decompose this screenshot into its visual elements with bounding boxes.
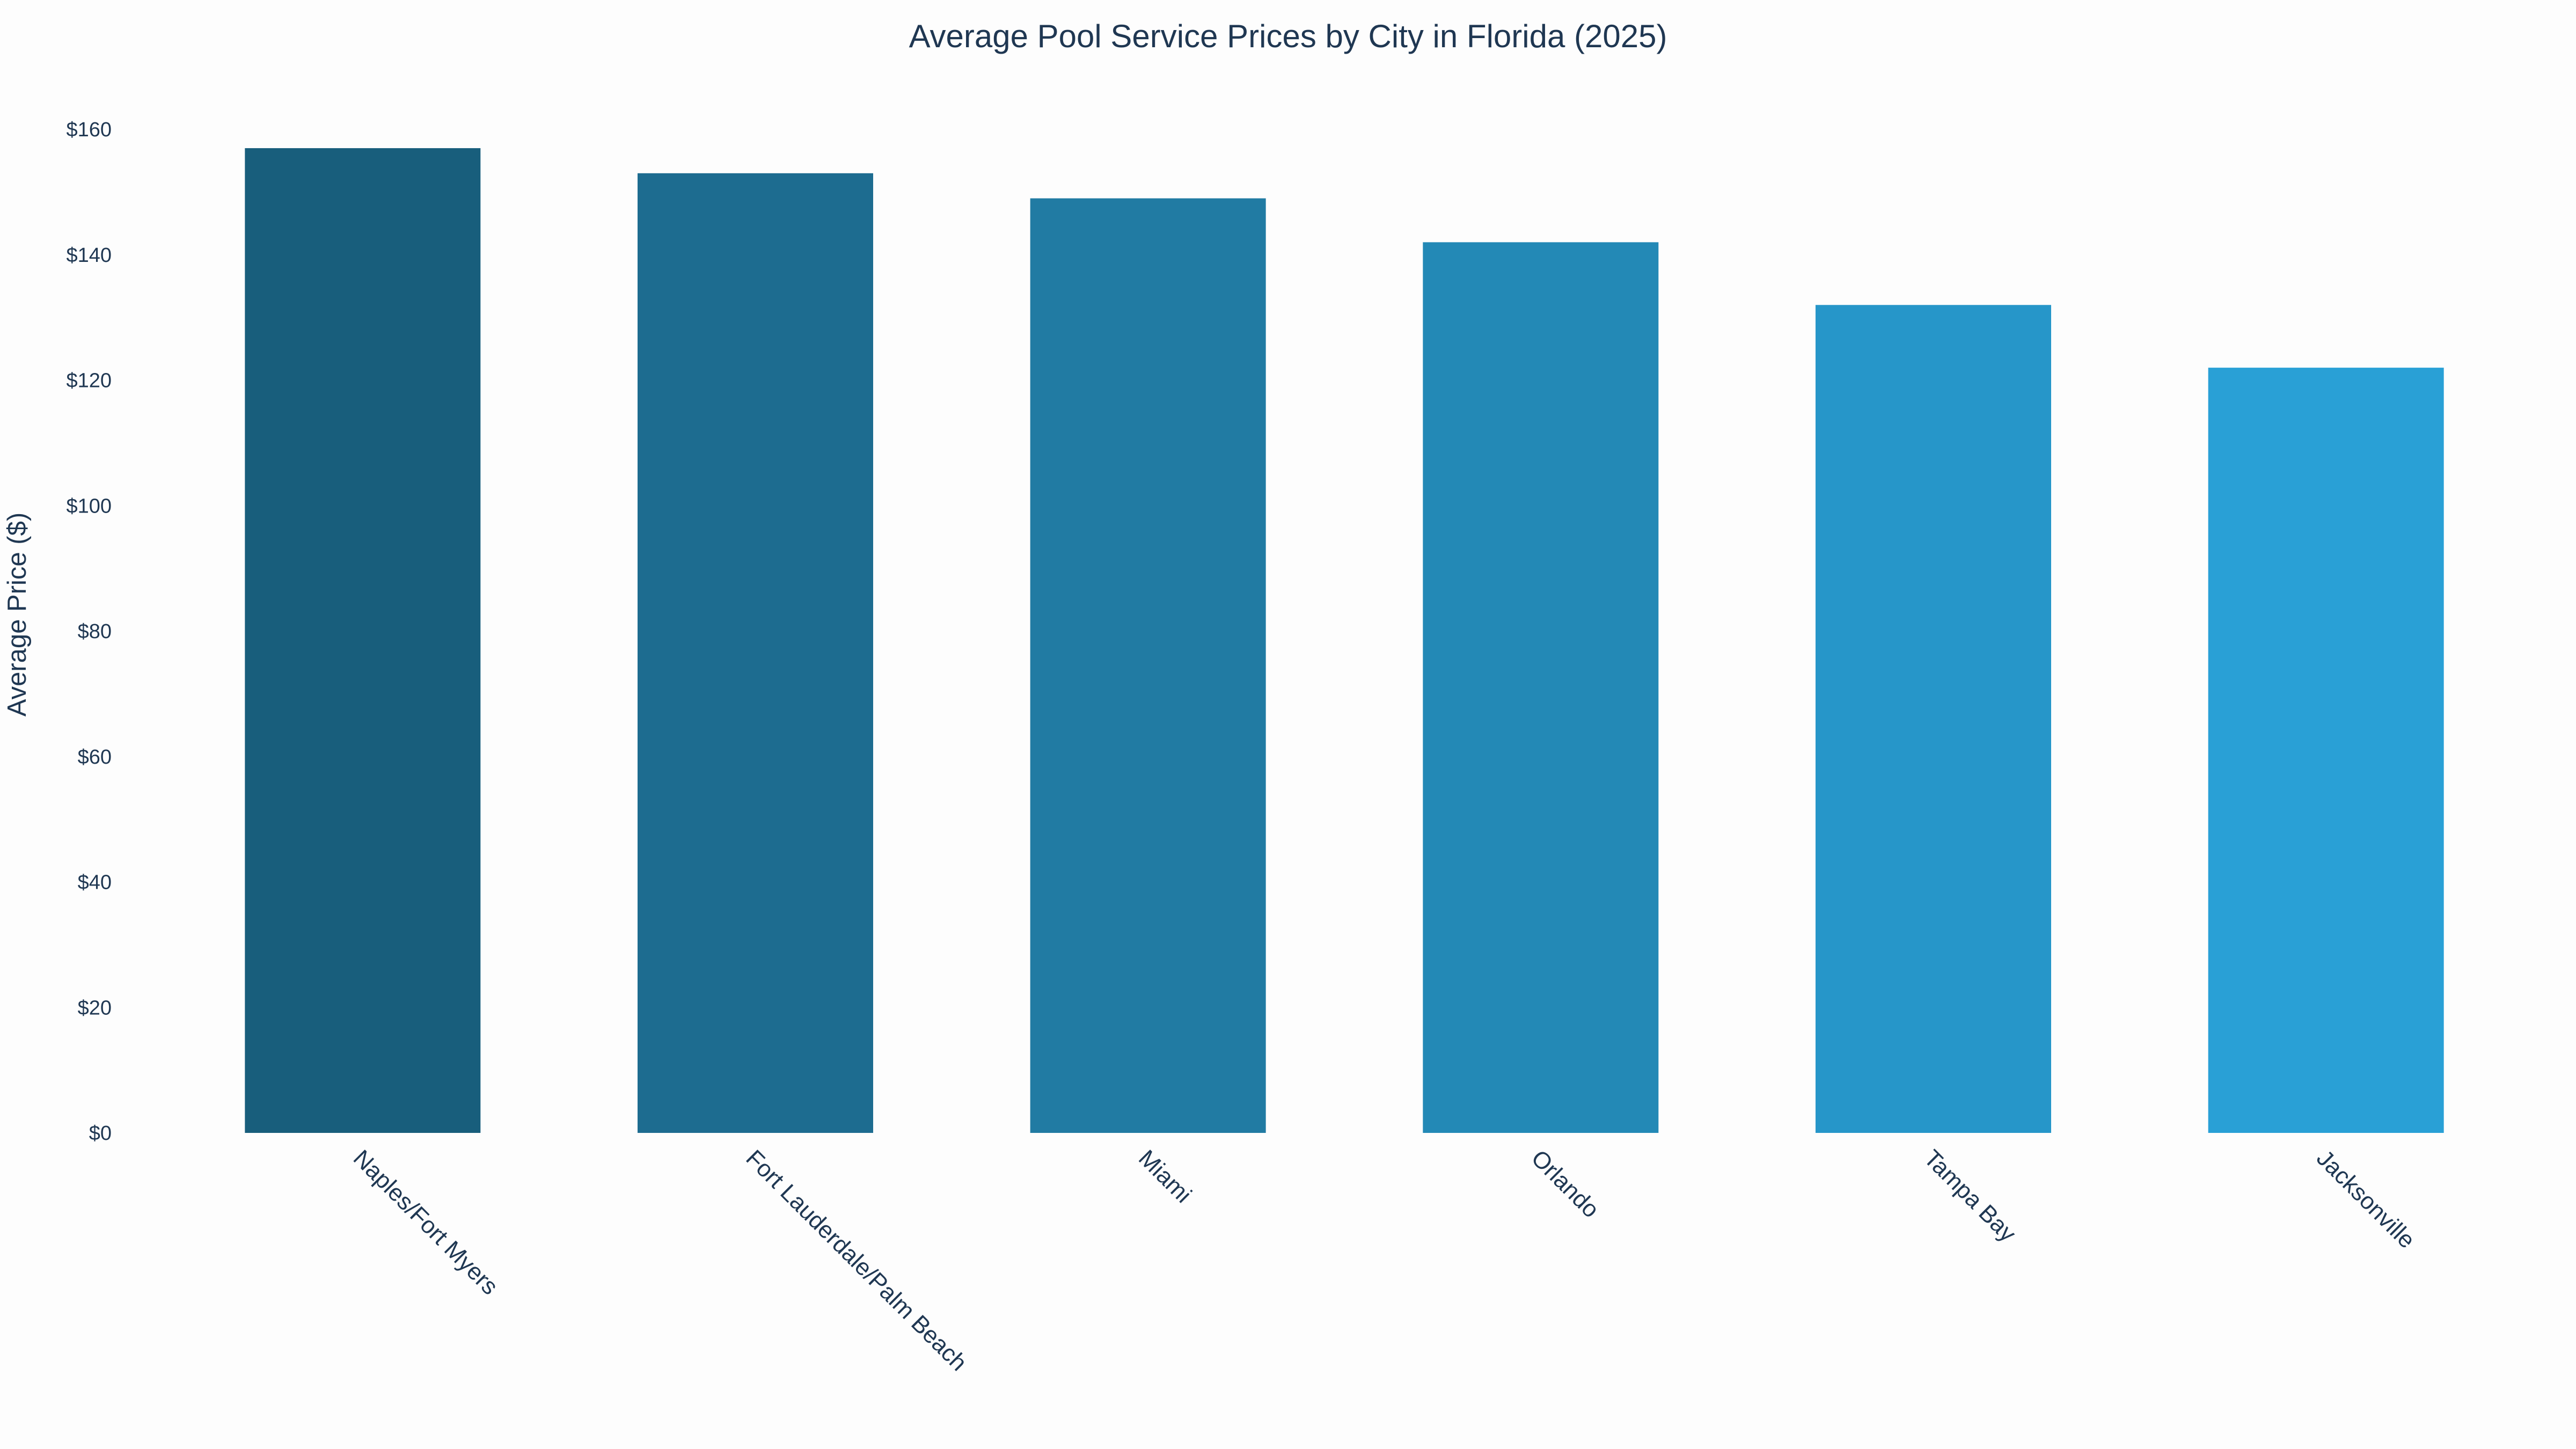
- x-tick-label: Fort Lauderdale/Palm Beach: [741, 1145, 972, 1376]
- bar-2: [1030, 198, 1266, 1133]
- x-tick-label: Tampa Bay: [1919, 1145, 2021, 1247]
- y-tick-label: $160: [66, 119, 112, 141]
- y-axis-label: Average Price ($): [3, 513, 32, 716]
- x-tick-label: Naples/Fort Myers: [348, 1145, 503, 1300]
- x-tick-label: Miami: [1133, 1145, 1197, 1208]
- bar-5: [2208, 368, 2444, 1133]
- y-tick-label: $60: [78, 746, 112, 769]
- y-axis-ticks: $0 $20 $40 $60 $80 $100 $120 $140 $160: [66, 119, 112, 1145]
- y-tick-label: $20: [78, 997, 112, 1019]
- bar-4: [1816, 305, 2051, 1133]
- x-tick-label: Orlando: [1526, 1145, 1604, 1223]
- bars-group: [245, 148, 2444, 1133]
- bar-1: [638, 173, 873, 1133]
- y-tick-label: $140: [66, 244, 112, 267]
- y-tick-label: $120: [66, 370, 112, 392]
- y-tick-label: $80: [78, 620, 112, 643]
- bar-0: [245, 148, 481, 1133]
- bar-3: [1423, 242, 1659, 1133]
- y-tick-label: $0: [89, 1122, 112, 1145]
- x-tick-label: Jacksonville: [2311, 1145, 2420, 1253]
- x-axis-ticks: Naples/Fort Myers Fort Lauderdale/Palm Be…: [348, 1145, 2420, 1376]
- y-tick-label: $100: [66, 495, 112, 517]
- y-tick-label: $40: [78, 872, 112, 894]
- chart-title: Average Pool Service Prices by City in F…: [909, 18, 1667, 54]
